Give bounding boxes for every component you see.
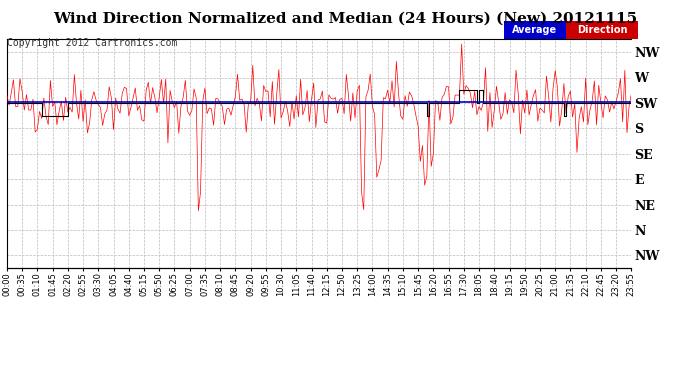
Bar <box>566 21 638 39</box>
Text: Wind Direction Normalized and Median (24 Hours) (New) 20121115: Wind Direction Normalized and Median (24… <box>53 11 637 25</box>
Text: Direction: Direction <box>577 25 627 35</box>
Text: Average: Average <box>512 25 558 35</box>
Text: Copyright 2012 Cartronics.com: Copyright 2012 Cartronics.com <box>7 38 177 48</box>
Bar <box>504 21 566 39</box>
